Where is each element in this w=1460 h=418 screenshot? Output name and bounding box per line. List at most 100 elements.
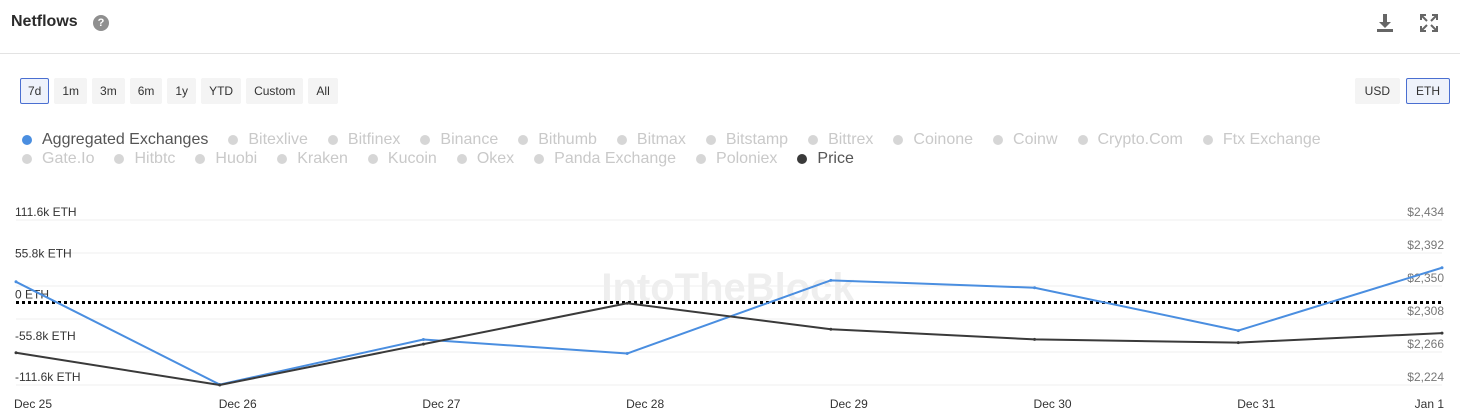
legend-dot [1077, 134, 1088, 145]
legend-item-aggregated-exchanges[interactable]: Aggregated Exchanges [22, 131, 208, 149]
series-point [829, 278, 833, 282]
range-7d-button[interactable]: 7d [20, 78, 50, 104]
legend-item-bithumb[interactable]: Bithumb [518, 131, 597, 149]
legend-dot [993, 134, 1004, 145]
legend-label: Ftx Exchange [1222, 130, 1321, 148]
y-left-tick-label: 111.6k ETH [15, 205, 77, 219]
expand-icon[interactable] [1418, 12, 1440, 34]
x-tick-label: Dec 28 [626, 397, 664, 411]
legend-dot [367, 153, 378, 164]
legend-dot [797, 153, 808, 164]
legend-label: Bitstamp [725, 130, 789, 148]
legend-row: Gate.Io Hitbtc Huobi Kraken Kucoin Okex Panda … [22, 149, 1442, 168]
unit-eth-button[interactable]: ETH [1406, 78, 1450, 104]
legend-dot [534, 153, 545, 164]
legend-item-bitstamp[interactable]: Bitstamp [705, 130, 789, 149]
legend-label: Hitbtc [134, 149, 176, 167]
legend-item-okex[interactable]: Okex [456, 150, 514, 168]
y-right-tick-label: $2,224 [1407, 370, 1444, 384]
time-range-selector: 7d 1m 3m 6m 1y YTD Custom All [20, 78, 338, 104]
range-all-button[interactable]: All [308, 78, 338, 104]
page-title: Netflows [11, 13, 78, 30]
legend-item-kraken[interactable]: Kraken [277, 150, 348, 168]
legend-label: Coinw [1013, 130, 1058, 148]
legend-label: Aggregated Exchanges [42, 130, 209, 148]
legend-dot [22, 153, 32, 164]
legend-label: Panda Exchange [554, 149, 677, 167]
legend-label: Coinone [913, 130, 974, 148]
legend-dot [893, 134, 904, 145]
series-point [218, 383, 222, 387]
legend-dot [616, 134, 627, 145]
series-point [625, 352, 629, 356]
download-icon[interactable] [1374, 12, 1396, 34]
legend-row: Aggregated Exchanges Bitexlive Bitfinex Bin… [22, 130, 1442, 149]
legend-item-binance[interactable]: Binance [420, 131, 498, 149]
legend-item-panda-exchange[interactable]: Panda Exchange [534, 150, 676, 168]
y-left-tick-label: -55.8k ETH [15, 329, 76, 343]
legend-item-bitfinex[interactable]: Bitfinex [327, 130, 401, 149]
series-point [1033, 286, 1037, 290]
unit-usd-button[interactable]: USD [1354, 78, 1400, 104]
legend-dot [1202, 134, 1213, 145]
series-point [625, 301, 629, 305]
chart-legend: Aggregated Exchanges Bitexlive Bitfinex Bin… [22, 130, 1442, 168]
legend-item-gate-io[interactable]: Gate.Io [22, 150, 94, 168]
y-left-tick-label: -111.6k ETH [15, 370, 81, 384]
series-point [1440, 331, 1444, 335]
series-line-price [15, 302, 1443, 386]
legend-item-huobi[interactable]: Huobi [195, 150, 257, 168]
legend-item-bitmax[interactable]: Bitmax [616, 130, 686, 149]
range-ytd-button[interactable]: YTD [201, 78, 242, 104]
range-1m-button[interactable]: 1m [54, 78, 88, 104]
legend-dot [705, 134, 716, 145]
series-point [14, 280, 18, 284]
legend-dot [456, 153, 467, 164]
series-point [14, 351, 18, 355]
range-1y-button[interactable]: 1y [167, 78, 197, 104]
x-tick-label: Dec 31 [1237, 397, 1275, 411]
legend-dot [114, 153, 125, 164]
legend-dot [228, 134, 239, 145]
legend-label: Bitfinex [347, 130, 401, 148]
x-tick-label: Dec 27 [422, 397, 460, 411]
series-point [829, 327, 833, 331]
legend-dot [22, 134, 32, 145]
legend-item-bitexlive[interactable]: Bitexlive [228, 131, 308, 149]
unit-selector: USD ETH [1354, 78, 1450, 104]
series-point [1440, 266, 1444, 270]
legend-label: Crypto.Com [1097, 130, 1183, 148]
range-custom-button[interactable]: Custom [246, 78, 304, 104]
y-right-tick-label: $2,308 [1407, 304, 1444, 318]
legend-item-crypto-com[interactable]: Crypto.Com [1077, 130, 1183, 149]
legend-item-kucoin[interactable]: Kucoin [367, 149, 437, 168]
legend-dot [277, 153, 288, 164]
legend-label: Huobi [215, 149, 258, 167]
legend-label: Poloniex [716, 149, 778, 167]
help-icon[interactable]: ? [93, 15, 109, 31]
range-3m-button[interactable]: 3m [92, 78, 125, 104]
series-point [421, 337, 425, 341]
legend-label: Price [817, 149, 854, 167]
legend-dot [420, 134, 431, 145]
x-tick-label: Dec 25 [14, 397, 52, 411]
y-right-tick-label: $2,266 [1407, 337, 1444, 351]
legend-item-bittrex[interactable]: Bittrex [808, 131, 873, 149]
legend-dot [327, 134, 338, 145]
legend-item-poloniex[interactable]: Poloniex [696, 150, 777, 168]
legend-item-coinw[interactable]: Coinw [993, 130, 1058, 149]
legend-item-ftx-exchange[interactable]: Ftx Exchange [1202, 130, 1321, 149]
legend-dot [195, 153, 206, 164]
legend-label: Bitmax [636, 130, 686, 148]
legend-item-hitbtc[interactable]: Hitbtc [114, 150, 175, 168]
legend-item-coinone[interactable]: Coinone [893, 131, 973, 149]
legend-dot [518, 134, 529, 145]
legend-label: Bitexlive [248, 130, 308, 148]
legend-label: Kucoin [387, 149, 437, 167]
legend-item-price[interactable]: Price [797, 149, 854, 168]
series-point [421, 342, 425, 346]
legend-label: Bittrex [828, 130, 874, 148]
header: Netflows ? [0, 0, 1460, 54]
range-6m-button[interactable]: 6m [129, 78, 163, 104]
legend-dot [808, 134, 819, 145]
